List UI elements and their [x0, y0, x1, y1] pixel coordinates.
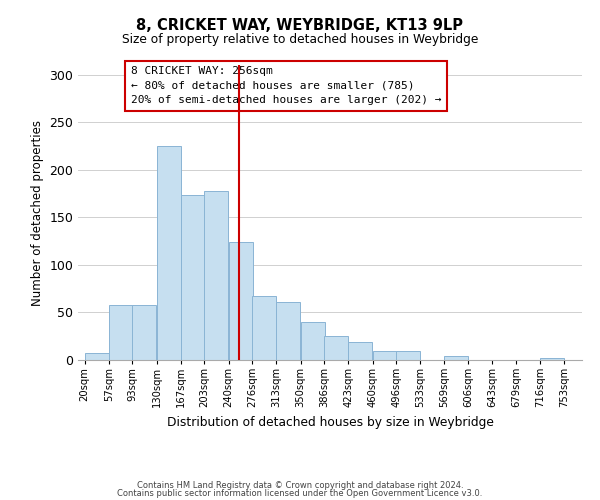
- Bar: [396, 352, 420, 360]
- Text: 8 CRICKET WAY: 256sqm
← 80% of detached houses are smaller (785)
20% of semi-det: 8 CRICKET WAY: 256sqm ← 80% of detached …: [131, 66, 442, 106]
- Bar: [349, 342, 373, 360]
- Bar: [229, 242, 253, 360]
- Bar: [109, 305, 133, 360]
- Bar: [133, 305, 157, 360]
- Bar: [85, 354, 109, 360]
- Text: Contains HM Land Registry data © Crown copyright and database right 2024.: Contains HM Land Registry data © Crown c…: [137, 480, 463, 490]
- Bar: [157, 146, 181, 360]
- Bar: [324, 336, 348, 360]
- Text: 8, CRICKET WAY, WEYBRIDGE, KT13 9LP: 8, CRICKET WAY, WEYBRIDGE, KT13 9LP: [137, 18, 464, 32]
- Text: Contains public sector information licensed under the Open Government Licence v3: Contains public sector information licen…: [118, 489, 482, 498]
- Bar: [540, 358, 564, 360]
- Text: Size of property relative to detached houses in Weybridge: Size of property relative to detached ho…: [122, 32, 478, 46]
- X-axis label: Distribution of detached houses by size in Weybridge: Distribution of detached houses by size …: [167, 416, 493, 428]
- Y-axis label: Number of detached properties: Number of detached properties: [31, 120, 44, 306]
- Bar: [277, 302, 301, 360]
- Bar: [373, 352, 397, 360]
- Bar: [205, 190, 229, 360]
- Bar: [252, 296, 276, 360]
- Bar: [444, 356, 468, 360]
- Bar: [301, 322, 325, 360]
- Bar: [181, 196, 205, 360]
